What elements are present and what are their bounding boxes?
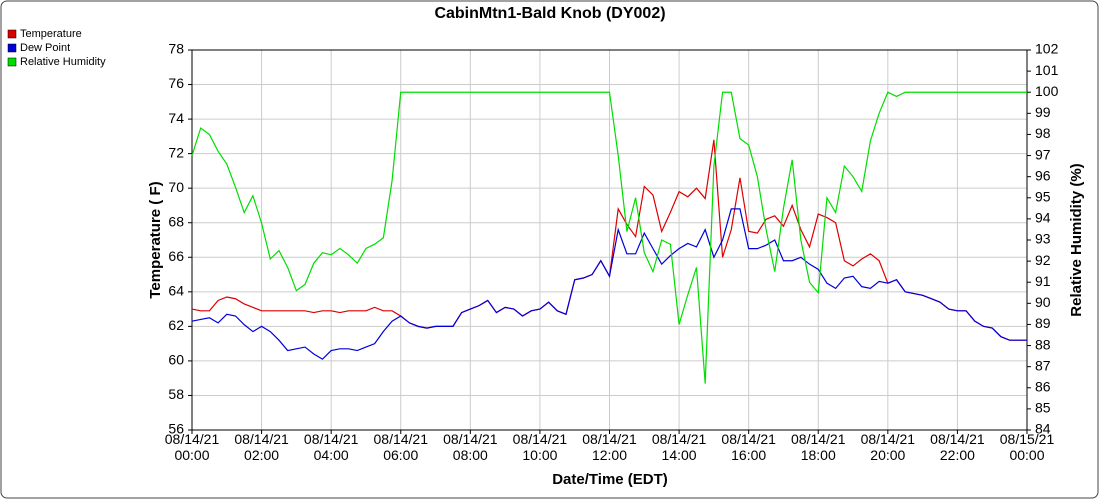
legend-swatch: [7, 29, 17, 39]
x-tick-label: 08/14/21 14:00: [652, 431, 707, 463]
legend-label: Relative Humidity: [20, 56, 106, 68]
y2-tick-label: 86: [1035, 378, 1051, 394]
y2-tick-label: 101: [1035, 62, 1059, 78]
y2-tick-label: 95: [1035, 188, 1051, 204]
legend-swatch: [7, 43, 17, 53]
y2-tick-label: 93: [1035, 231, 1051, 247]
x-tick-label: 08/14/21 12:00: [582, 431, 637, 463]
x-tick-label: 08/14/21 00:00: [165, 431, 220, 463]
y2-tick-label: 100: [1035, 83, 1059, 99]
y-tick-label: 64: [168, 283, 184, 299]
x-tick-label: 08/14/21 02:00: [234, 431, 289, 463]
legend-swatch: [7, 57, 17, 67]
y-tick-label: 60: [168, 352, 184, 368]
x-tick-label: 08/14/21 04:00: [304, 431, 359, 463]
y2-tick-label: 87: [1035, 357, 1051, 373]
y-tick-label: 70: [168, 179, 184, 195]
legend-label: Dew Point: [20, 42, 70, 54]
y2-tick-label: 84: [1035, 421, 1051, 437]
series-line: [191, 208, 1027, 360]
x-tick-label: 08/14/21 06:00: [374, 431, 429, 463]
y-tick-label: 58: [168, 386, 184, 402]
x-tick-label: 08/14/21 08:00: [443, 431, 498, 463]
y-tick-label: 76: [168, 75, 184, 91]
y-tick-label: 74: [168, 110, 184, 126]
y2-tick-label: 99: [1035, 104, 1051, 120]
plot-frame: [191, 49, 1028, 431]
y2-tick-label: 97: [1035, 146, 1051, 162]
y2-tick-label: 96: [1035, 167, 1051, 183]
y-tick-label: 72: [168, 144, 184, 160]
y2-tick-label: 89: [1035, 315, 1051, 331]
y-axis-title: Temperature ( F): [147, 181, 164, 298]
y-tick-label: 68: [168, 213, 184, 229]
x-axis-title: Date/Time (EDT): [552, 471, 668, 488]
x-tick-label: 08/14/21 18:00: [791, 431, 846, 463]
y2-tick-label: 92: [1035, 252, 1051, 268]
x-tick-label: 08/14/21 20:00: [861, 431, 916, 463]
y2-tick-label: 90: [1035, 294, 1051, 310]
y2-tick-label: 91: [1035, 273, 1051, 289]
series-line: [191, 91, 1027, 384]
y2-tick-label: 85: [1035, 400, 1051, 416]
y2-tick-label: 98: [1035, 125, 1051, 141]
x-tick-label: 08/14/21 10:00: [513, 431, 568, 463]
y2-tick-label: 94: [1035, 210, 1051, 226]
y2-tick-label: 88: [1035, 336, 1051, 352]
y2-axis-title: Relative Humidity (%): [1068, 163, 1085, 316]
y-tick-label: 66: [168, 248, 184, 264]
y2-tick-label: 102: [1035, 41, 1059, 57]
legend-label: Temperature: [20, 28, 82, 40]
y-tick-label: 56: [168, 421, 184, 437]
x-tick-label: 08/15/21 00:00: [1000, 431, 1055, 463]
y-tick-label: 62: [168, 317, 184, 333]
y-tick-label: 78: [168, 41, 184, 57]
x-tick-label: 08/14/21 16:00: [721, 431, 776, 463]
chart-title: CabinMtn1-Bald Knob (DY002): [434, 5, 665, 22]
x-tick-label: 08/14/21 22:00: [930, 431, 985, 463]
